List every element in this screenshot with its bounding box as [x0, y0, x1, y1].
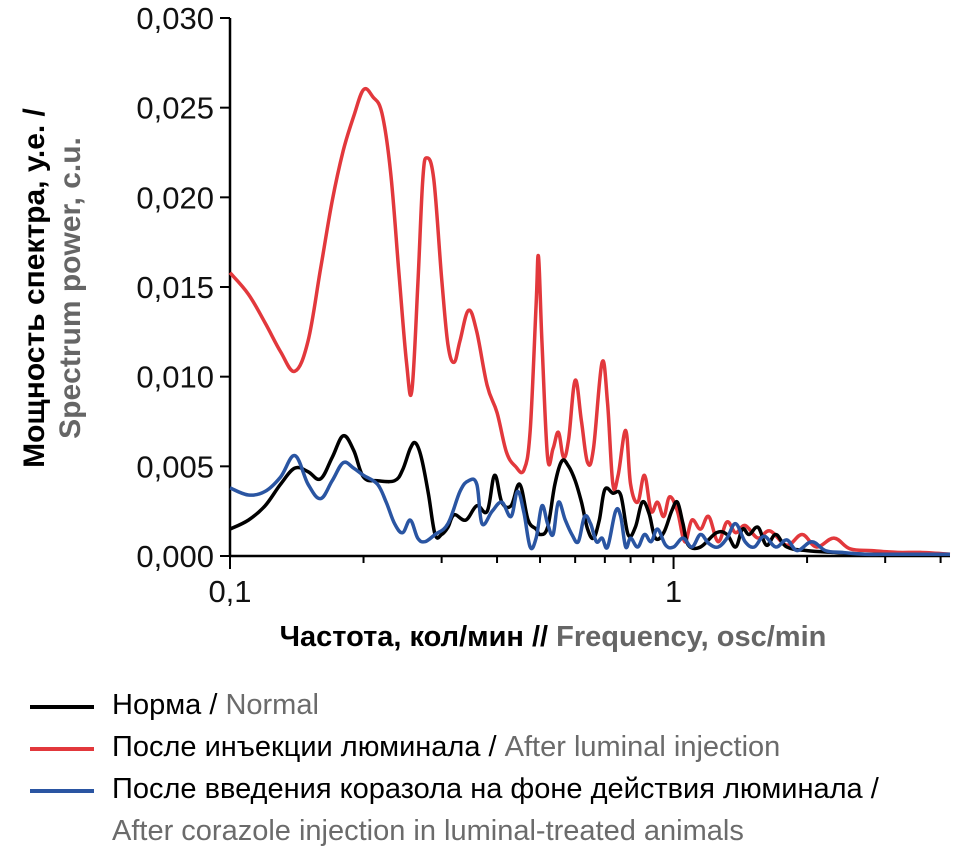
legend-item-corazole: После введения коразола на фоне действия…: [30, 768, 950, 810]
y-axis-title-ru: Мощность спектра, у.е. /: [18, 107, 51, 467]
x-axis-title-en: Frequency, osc/min: [556, 621, 826, 653]
y-axis-title: Мощность спектра, у.е. /: [18, 107, 51, 467]
series-layer: [228, 87, 951, 557]
y-axis-title-en-text: Spectrum power, c.u.: [54, 137, 87, 439]
y-tick-label: 0,000: [136, 539, 214, 574]
y-tick-label: 0,010: [136, 360, 214, 395]
y-tick-label: 0,025: [136, 91, 214, 126]
series-line-luminal: [228, 87, 951, 556]
y-tick-label: 0,030: [136, 1, 214, 36]
legend-item-luminal: После инъекции люминала / After luminal …: [30, 726, 950, 768]
legend-swatch-corazole: [30, 789, 94, 793]
legend-label-luminal-ru: После инъекции люминала /: [112, 731, 497, 763]
legend-label-corazole-ru: После введения коразола на фоне действия…: [112, 773, 879, 805]
legend-label-luminal: После инъекции люминала / After luminal …: [112, 728, 780, 766]
legend-swatch-luminal: [30, 747, 94, 751]
x-ticks: 0,1 1: [208, 556, 942, 609]
legend-swatch-normal: [30, 705, 94, 709]
series-line-corazole: [229, 453, 950, 557]
legend-label-normal: Норма / Normal: [112, 686, 319, 724]
legend-label-normal-en: Normal: [225, 689, 319, 721]
legend-label-luminal-en: After luminal injection: [504, 731, 781, 763]
y-tick-label: 0,015: [136, 270, 214, 305]
y-axis-title-en: Spectrum power, c.u.: [54, 137, 87, 439]
legend-label-normal-ru: Норма /: [112, 689, 218, 721]
legend-item-normal: Норма / Normal: [30, 684, 950, 726]
legend-item-corazole-cont: After corazole injection in luminal-trea…: [30, 810, 950, 852]
y-tick-label: 0,005: [136, 449, 214, 484]
series-line-normal: [229, 434, 950, 557]
y-tick-label: 0,020: [136, 180, 214, 215]
legend: Норма / Normal После инъекции люминала /…: [30, 684, 950, 852]
legend-label-corazole-en: After corazole injection in luminal-trea…: [112, 815, 744, 847]
x-axis-title: Частота, кол/мин // Frequency, osc/min: [280, 621, 827, 653]
y-ticks: 0,000 0,005 0,010 0,015 0,020 0,025 0,030: [136, 1, 230, 574]
x-axis-title-ru: Частота, кол/мин //: [280, 621, 548, 653]
x-tick-label: 1: [665, 574, 682, 609]
x-tick-label: 0,1: [208, 574, 251, 609]
